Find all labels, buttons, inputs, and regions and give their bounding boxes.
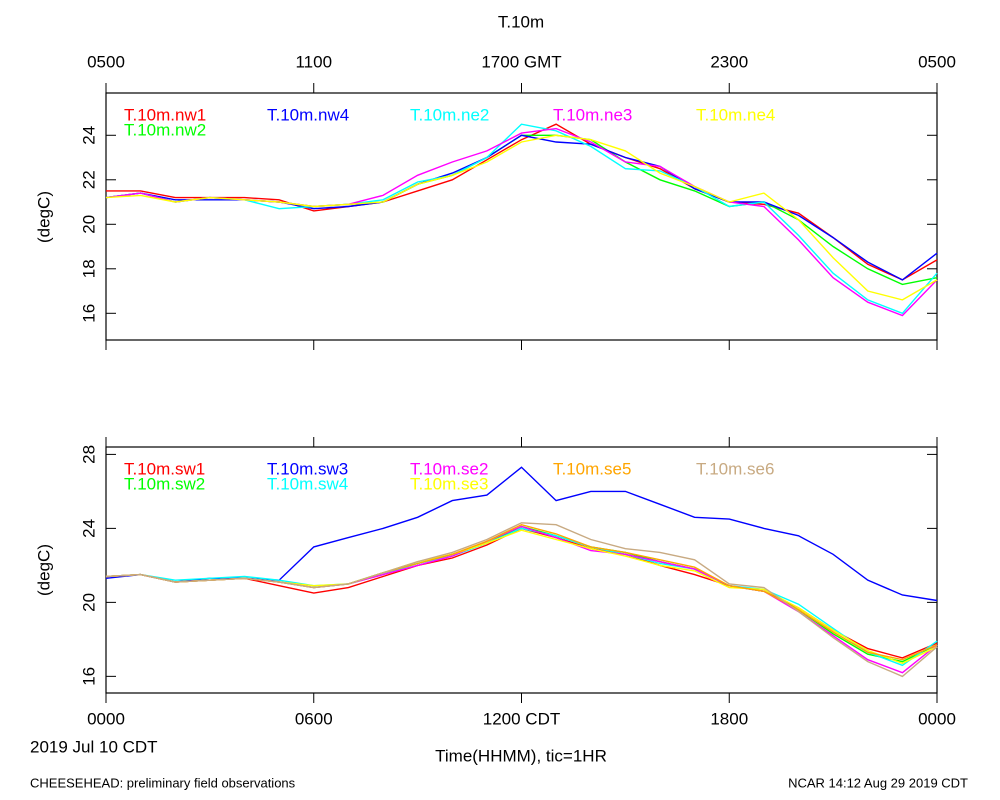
legend-entry: T.10m.sw4 xyxy=(267,474,348,493)
series-line xyxy=(105,525,938,674)
legend-entry: T.10m.se5 xyxy=(553,459,631,478)
legend-entry: T.10m.se3 xyxy=(410,474,488,493)
date-annotation: 2019 Jul 10 CDT xyxy=(30,737,158,756)
y-tick-label: 24 xyxy=(79,126,98,145)
legend-entry: T.10m.nw2 xyxy=(124,120,206,139)
footer-right: NCAR 14:12 Aug 29 2019 CDT xyxy=(788,775,968,790)
series-line xyxy=(105,527,938,667)
y-axis-label: (degC) xyxy=(34,544,53,596)
series-line xyxy=(105,123,938,315)
y-tick-label: 28 xyxy=(79,445,98,464)
series-line xyxy=(105,527,938,659)
legend-entry: T.10m.sw3 xyxy=(267,459,348,478)
legend-entry: T.10m.se2 xyxy=(410,459,488,478)
footer-left: CHEESEHEAD: preliminary field observatio… xyxy=(30,775,296,790)
legend-entry: T.10m.ne3 xyxy=(553,105,632,124)
legend-entry: T.10m.nw1 xyxy=(124,105,206,124)
legend-entry: T.10m.nw4 xyxy=(267,105,349,124)
legend-entry: T.10m.ne4 xyxy=(696,105,775,124)
series-line xyxy=(105,134,938,286)
y-tick-label: 20 xyxy=(79,215,98,234)
y-tick-label: 20 xyxy=(79,593,98,612)
y-tick-label: 24 xyxy=(79,519,98,538)
y-tick-label: 22 xyxy=(79,170,98,189)
chart-title: T.10m xyxy=(498,12,544,31)
x-tick-label: 0600 xyxy=(295,709,333,728)
plot-frame xyxy=(105,92,938,341)
x-tick-label: 1200 CDT xyxy=(483,709,560,728)
series-line xyxy=(105,529,938,665)
series-line xyxy=(105,127,938,317)
series-line xyxy=(106,123,938,281)
series-line xyxy=(105,523,938,661)
series-line xyxy=(105,525,938,663)
legend-entry: T.10m.sw1 xyxy=(124,459,205,478)
series-line xyxy=(105,134,938,281)
x-axis-label: Time(HHMM), tic=1HR xyxy=(435,746,607,765)
x-tick-label: 1100 xyxy=(295,52,332,71)
y-tick-label: 16 xyxy=(79,667,98,686)
y-tick-label: 18 xyxy=(79,259,98,278)
x-tick-label: 0000 xyxy=(918,709,956,728)
y-tick-label: 16 xyxy=(79,304,98,323)
y-axis-label: (degC) xyxy=(34,191,53,243)
legend-entry: T.10m.ne2 xyxy=(410,105,489,124)
x-tick-label: 0000 xyxy=(87,709,125,728)
series-line xyxy=(105,134,938,301)
x-tick-label: 1700 GMT xyxy=(481,52,561,71)
legend-entry: T.10m.sw2 xyxy=(124,474,205,493)
legend-entry: T.10m.se6 xyxy=(696,459,774,478)
series-line xyxy=(105,522,938,678)
x-tick-label: 1800 xyxy=(710,709,748,728)
series-line xyxy=(105,466,938,602)
x-tick-label: 2300 xyxy=(710,52,748,71)
plot-frame xyxy=(105,446,938,694)
x-tick-label: 0500 xyxy=(918,52,956,71)
x-tick-label: 0500 xyxy=(87,52,125,71)
